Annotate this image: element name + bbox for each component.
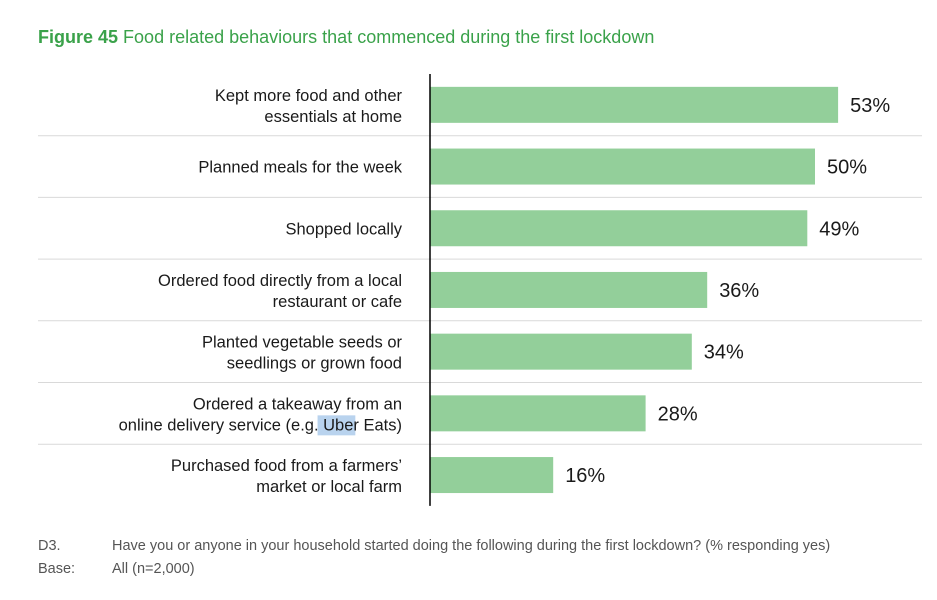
bar [430, 210, 808, 247]
category-label: online delivery service (e.g. Uber Eats) [119, 416, 402, 434]
category-label: restaurant or cafe [273, 293, 402, 311]
bar [430, 333, 692, 370]
category-label: Ordered a takeaway from an [193, 395, 402, 413]
category-label: market or local farm [256, 478, 402, 496]
category-label: Purchased food from a farmers’ [171, 457, 402, 475]
figure-number: Figure 45 [38, 27, 119, 47]
bar [430, 271, 708, 308]
value-label: 34% [704, 342, 744, 364]
base-text: All (n=2,000) [112, 561, 195, 577]
figure-title-text: Food related behaviours that commenced d… [123, 27, 655, 47]
footnote-base-row: Base: All (n=2,000) [38, 561, 195, 577]
category-label: essentials at home [264, 108, 402, 126]
category-label: Planted vegetable seeds or [202, 334, 402, 352]
value-label: 36% [719, 280, 759, 302]
value-label: 53% [850, 95, 890, 117]
category-label: Kept more food and other [215, 87, 403, 105]
bar [430, 148, 815, 185]
footnote-question-row: D3. Have you or anyone in your household … [38, 538, 830, 554]
question-code: D3. [38, 538, 61, 554]
category-label: Planned meals for the week [198, 159, 402, 177]
category-label: Ordered food directly from a local [158, 272, 402, 290]
bar [430, 395, 646, 432]
value-label: 16% [565, 465, 605, 487]
category-label: Shopped locally [286, 220, 403, 238]
question-text: Have you or anyone in your household sta… [112, 538, 831, 554]
figure-title: Figure 45 Food related behaviours that c… [38, 27, 654, 48]
bar [430, 86, 839, 123]
bar [430, 457, 554, 494]
value-label: 50% [827, 157, 867, 179]
text-highlight [317, 415, 356, 436]
bar-chart: 53% Kept more food and other essentials at… [38, 74, 922, 506]
value-label: 28% [658, 403, 698, 425]
base-label: Base: [38, 561, 76, 577]
category-label: seedlings or grown food [227, 355, 402, 373]
value-label: 49% [819, 218, 859, 240]
